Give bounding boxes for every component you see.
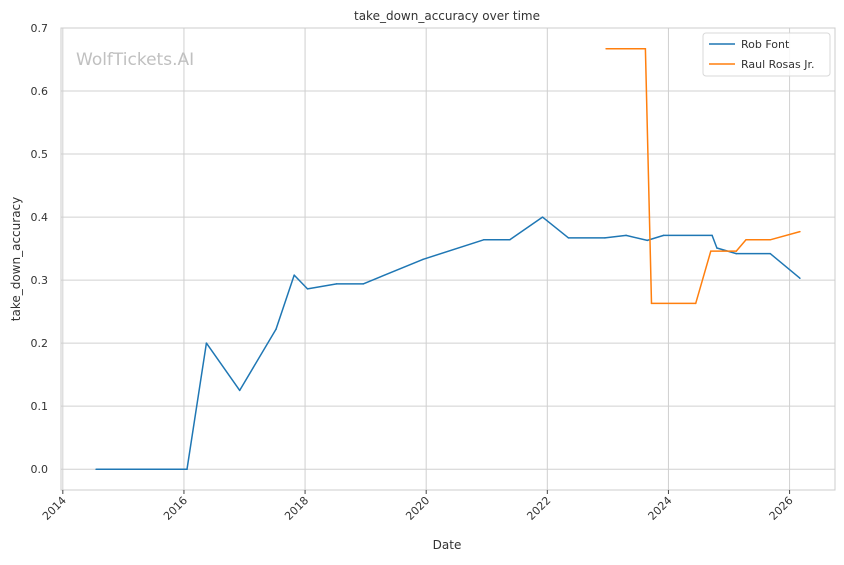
data-point (735, 252, 738, 255)
data-point (799, 230, 801, 233)
data-point (769, 252, 771, 255)
data-point (238, 389, 241, 392)
data-point (694, 302, 697, 305)
data-point (335, 283, 338, 285)
data-point (205, 342, 208, 344)
data-point (735, 250, 738, 252)
data-point (646, 239, 649, 242)
data-point (541, 216, 544, 218)
y-tick-label: 0.2 (31, 337, 49, 350)
chart-title: take_down_accuracy over time (354, 9, 540, 23)
data-point (567, 237, 570, 239)
data-point (482, 239, 485, 241)
series-lines (95, 48, 801, 470)
data-point (605, 48, 607, 50)
y-axis-ticks: 0.0 0.1 0.2 0.3 0.4 0.5 0.6 0.7 (31, 22, 49, 476)
data-point (710, 250, 712, 252)
data-point (509, 239, 511, 241)
data-point (95, 468, 97, 470)
y-tick-label: 0.5 (31, 148, 49, 161)
y-tick-label: 0.7 (31, 22, 49, 35)
data-point (306, 288, 309, 290)
data-point (293, 274, 295, 276)
data-point (422, 258, 424, 261)
data-point (662, 234, 665, 237)
y-tick-label: 0.4 (31, 211, 49, 224)
legend-label: Rob Font (741, 38, 790, 51)
data-point (650, 302, 653, 305)
data-point (711, 234, 713, 237)
data-point (644, 48, 647, 50)
y-tick-label: 0.0 (31, 463, 49, 476)
plot-frame (60, 27, 836, 491)
y-tick-label: 0.1 (31, 400, 49, 413)
data-point (625, 234, 627, 237)
data-point (604, 237, 606, 239)
data-point (275, 328, 277, 331)
data-point (769, 239, 771, 241)
legend-label: Raul Rosas Jr. (741, 58, 815, 71)
watermark: WolfTickets.AI (76, 50, 194, 70)
x-axis-label: Date (433, 538, 462, 552)
data-point (716, 247, 718, 249)
y-tick-label: 0.6 (31, 85, 49, 98)
data-point (745, 239, 747, 241)
data-point (186, 468, 188, 470)
data-point (799, 277, 801, 279)
data-point (362, 283, 364, 285)
y-tick-label: 0.3 (31, 274, 49, 287)
legend: Rob Font Raul Rosas Jr. (702, 32, 831, 77)
y-axis-label: take_down_accuracy (9, 197, 23, 321)
